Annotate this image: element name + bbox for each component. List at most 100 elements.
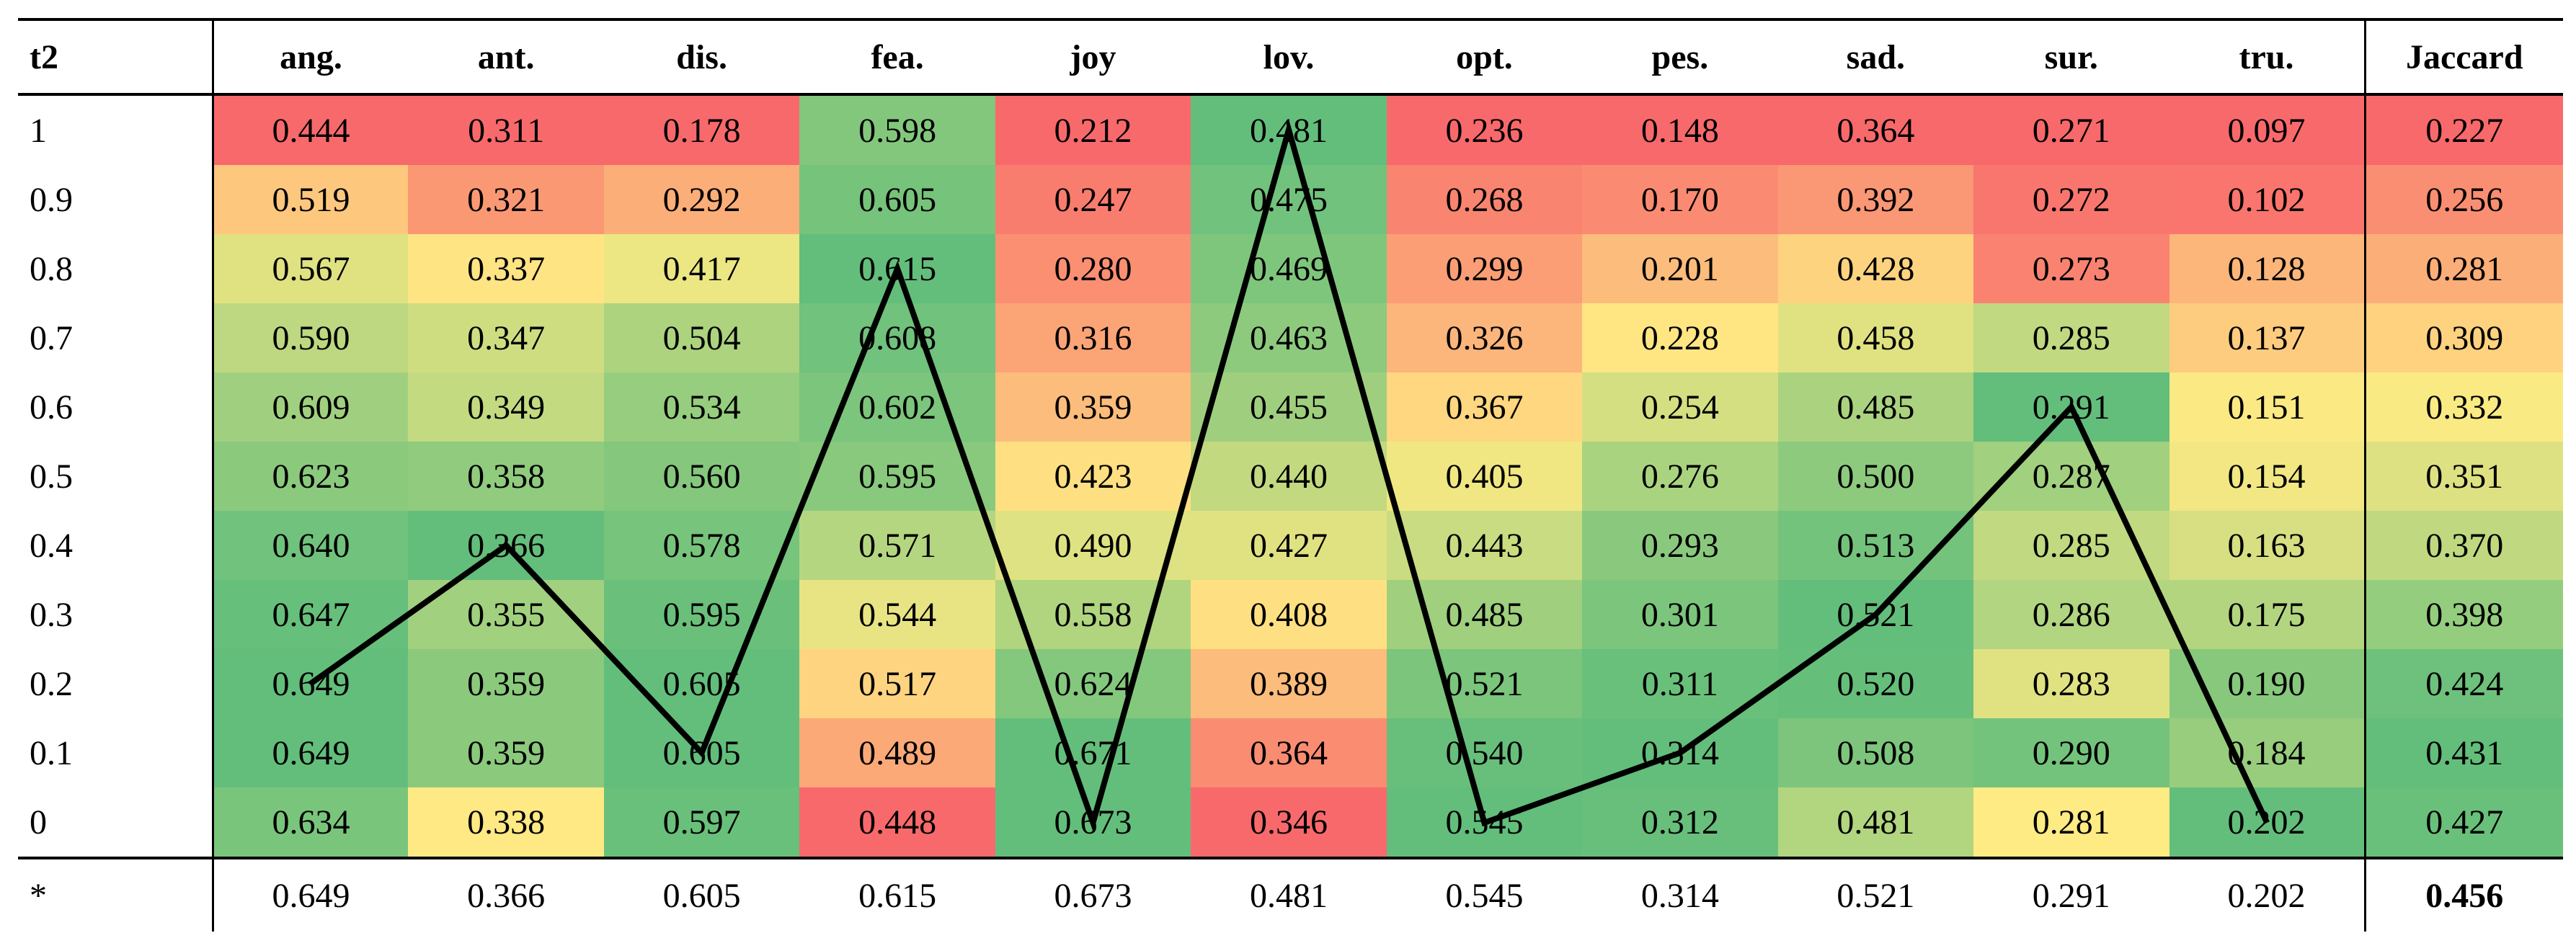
- heat-cell: 0.609: [213, 372, 409, 442]
- heat-cell: 0.102: [2169, 165, 2365, 234]
- heat-cell: 0.148: [1582, 94, 1778, 165]
- heat-cell: 0.170: [1582, 165, 1778, 234]
- heat-cell: 0.137: [2169, 303, 2365, 372]
- jaccard-cell: 0.227: [2363, 94, 2563, 165]
- heat-cell: 0.443: [1386, 511, 1583, 580]
- heat-cell: 0.347: [408, 303, 604, 372]
- heat-cell: 0.517: [799, 649, 995, 718]
- heat-cell: 0.560: [603, 442, 800, 511]
- heat-cell: 0.299: [1386, 234, 1583, 303]
- heat-cell: 0.247: [995, 165, 1191, 234]
- heat-cell: 0.151: [2169, 372, 2365, 442]
- data-row: 1 0.444 0.311 0.178 0.598 0.212 0.481 0.236 0.14…: [18, 94, 2563, 165]
- heat-cell: 0.463: [1191, 303, 1387, 372]
- heat-cell: 0.392: [1777, 165, 1974, 234]
- heat-cell: 0.608: [799, 303, 995, 372]
- jaccard-cell: 0.332: [2363, 372, 2563, 442]
- heat-cell: 0.202: [2169, 787, 2365, 858]
- heat-cell: 0.640: [213, 511, 409, 580]
- heat-cell: 0.326: [1386, 303, 1583, 372]
- heat-cell: 0.364: [1191, 718, 1387, 787]
- heat-cell: 0.408: [1191, 580, 1387, 649]
- data-row: 0.2 0.649 0.359 0.605 0.517 0.624 0.389 0.521 0.…: [18, 649, 2563, 718]
- heat-cell: 0.287: [1973, 442, 2169, 511]
- jaccard-cell: 0.351: [2363, 442, 2563, 511]
- heat-cell: 0.283: [1973, 649, 2169, 718]
- heat-cell: 0.254: [1582, 372, 1778, 442]
- heat-cell: 0.605: [799, 165, 995, 234]
- heat-cell: 0.455: [1191, 372, 1387, 442]
- heat-cell: 0.578: [603, 511, 800, 580]
- heat-cell: 0.268: [1386, 165, 1583, 234]
- row-label: 0.2: [18, 649, 214, 718]
- heat-cell: 0.417: [603, 234, 800, 303]
- col-header: lov.: [1191, 18, 1387, 96]
- heat-cell: 0.485: [1777, 372, 1974, 442]
- heat-cell: 0.349: [408, 372, 604, 442]
- heat-cell: 0.337: [408, 234, 604, 303]
- col-header: sad.: [1777, 18, 1974, 96]
- row-label: 0.8: [18, 234, 214, 303]
- heat-cell: 0.458: [1777, 303, 1974, 372]
- heat-cell: 0.595: [603, 580, 800, 649]
- jaccard-cell: 0.398: [2363, 580, 2563, 649]
- heat-cell: 0.623: [213, 442, 409, 511]
- heat-cell: 0.448: [799, 787, 995, 858]
- heat-cell: 0.184: [2169, 718, 2365, 787]
- heat-cell: 0.590: [213, 303, 409, 372]
- heat-cell: 0.178: [603, 94, 800, 165]
- heat-cell: 0.513: [1777, 511, 1974, 580]
- heat-cell: 0.366: [408, 857, 604, 932]
- heat-cell: 0.128: [2169, 234, 2365, 303]
- heat-cell: 0.521: [1386, 649, 1583, 718]
- heat-cell: 0.314: [1582, 718, 1778, 787]
- data-row: 0.3 0.647 0.355 0.595 0.544 0.558 0.408 0.485 0.…: [18, 580, 2563, 649]
- heat-cell: 0.359: [408, 718, 604, 787]
- heat-cell: 0.423: [995, 442, 1191, 511]
- jaccard-cell: 0.309: [2363, 303, 2563, 372]
- col-header: pes.: [1582, 18, 1778, 96]
- heat-cell: 0.236: [1386, 94, 1583, 165]
- heat-cell: 0.598: [799, 94, 995, 165]
- heat-cell: 0.544: [799, 580, 995, 649]
- jaccard-cell: 0.256: [2363, 165, 2563, 234]
- best-row: * 0.649 0.366 0.605 0.615 0.673 0.481 0.545 0.31…: [18, 857, 2563, 932]
- heat-cell: 0.649: [213, 718, 409, 787]
- col-header: sur.: [1973, 18, 2169, 96]
- data-row: 0.6 0.609 0.349 0.534 0.602 0.359 0.455 0.367 0.…: [18, 372, 2563, 442]
- heat-cell: 0.673: [995, 857, 1191, 932]
- heat-cell: 0.276: [1582, 442, 1778, 511]
- heat-cell: 0.605: [603, 718, 800, 787]
- row-label: 0: [18, 787, 214, 858]
- heat-cell: 0.649: [213, 857, 409, 932]
- heat-cell: 0.389: [1191, 649, 1387, 718]
- data-row: 0.4 0.640 0.366 0.578 0.571 0.490 0.427 0.443 0.…: [18, 511, 2563, 580]
- heat-cell: 0.311: [1582, 649, 1778, 718]
- heat-cell: 0.519: [213, 165, 409, 234]
- heat-cell: 0.481: [1191, 857, 1387, 932]
- row-label: 0.7: [18, 303, 214, 372]
- heat-cell: 0.602: [799, 372, 995, 442]
- heat-cell: 0.624: [995, 649, 1191, 718]
- jaccard-cell: 0.424: [2363, 649, 2563, 718]
- row-label: 0.5: [18, 442, 214, 511]
- row-label: 0.4: [18, 511, 214, 580]
- heat-cell: 0.545: [1386, 857, 1583, 932]
- heat-cell: 0.405: [1386, 442, 1583, 511]
- heat-cell: 0.481: [1777, 787, 1974, 858]
- heat-cell: 0.293: [1582, 511, 1778, 580]
- heat-cell: 0.201: [1582, 234, 1778, 303]
- heat-cell: 0.285: [1973, 511, 2169, 580]
- heat-cell: 0.272: [1973, 165, 2169, 234]
- heat-cell: 0.634: [213, 787, 409, 858]
- heat-cell: 0.291: [1973, 857, 2169, 932]
- heat-cell: 0.504: [603, 303, 800, 372]
- data-row: 0.5 0.623 0.358 0.560 0.595 0.423 0.440 0.405 0.…: [18, 442, 2563, 511]
- heat-cell: 0.485: [1386, 580, 1583, 649]
- heat-cell: 0.427: [1191, 511, 1387, 580]
- heat-cell: 0.285: [1973, 303, 2169, 372]
- heat-cell: 0.469: [1191, 234, 1387, 303]
- col-header: tru.: [2169, 18, 2365, 96]
- col-header-jaccard: Jaccard: [2363, 18, 2563, 96]
